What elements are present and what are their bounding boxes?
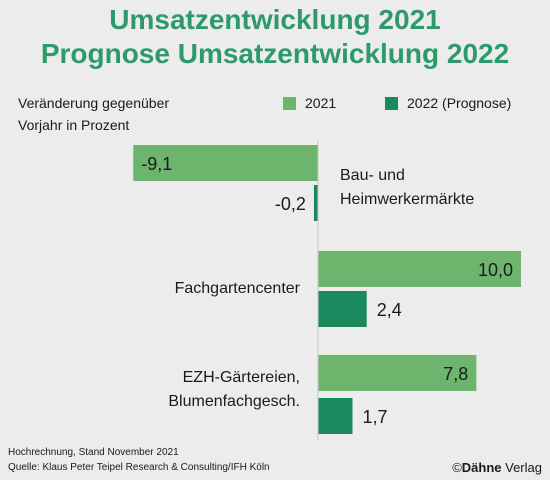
legend-swatch-2021 xyxy=(283,96,296,110)
chart-title: Umsatzentwicklung 2021 xyxy=(109,4,441,35)
footnote-source: Quelle: Klaus Peter Teipel Research & Co… xyxy=(8,462,270,473)
axis-label-line1: Veränderung gegenüber xyxy=(18,95,170,111)
legend-swatch-2022 xyxy=(385,96,398,110)
legend-label-2022: 2022 (Prognose) xyxy=(407,95,512,111)
category-label: Blumenfachgesch. xyxy=(168,393,300,410)
axis-label-line2: Vorjahr in Prozent xyxy=(18,117,130,133)
bar-2021-2 xyxy=(318,355,477,391)
data-label: 2,4 xyxy=(377,300,402,320)
data-label: 10,0 xyxy=(478,260,513,280)
category-label: EZH-Gärtereien, xyxy=(183,369,300,386)
publisher-name-rest: Verlag xyxy=(501,460,542,475)
publisher-credit: ©Dähne Verlag xyxy=(452,460,542,475)
data-label: 7,8 xyxy=(443,364,468,384)
chart-subtitle: Prognose Umsatzentwicklung 2022 xyxy=(40,38,510,69)
data-label: -9,1 xyxy=(141,154,172,174)
footnote-estimate: Hochrechnung, Stand November 2021 xyxy=(8,447,179,458)
bar-2022-prognose--1 xyxy=(318,291,367,327)
data-label: -0,2 xyxy=(275,194,306,214)
bar-2021-1 xyxy=(318,251,521,287)
legend-label-2021: 2021 xyxy=(305,95,337,111)
bar-2022-prognose--2 xyxy=(318,398,353,434)
bar-2022-prognose--0 xyxy=(313,185,318,221)
bar-2021-0 xyxy=(133,145,318,181)
copyright-symbol: © xyxy=(452,460,462,475)
category-label: Bau- und xyxy=(340,167,405,184)
legend-item-2021: 2021 xyxy=(283,95,336,111)
legend-item-2022: 2022 (Prognose) xyxy=(385,95,511,111)
category-label: Heimwerkermärkte xyxy=(340,191,474,208)
publisher-name-bold: Dähne xyxy=(461,460,502,475)
data-label: 1,7 xyxy=(363,407,388,427)
category-label: Fachgartencenter xyxy=(175,280,301,297)
